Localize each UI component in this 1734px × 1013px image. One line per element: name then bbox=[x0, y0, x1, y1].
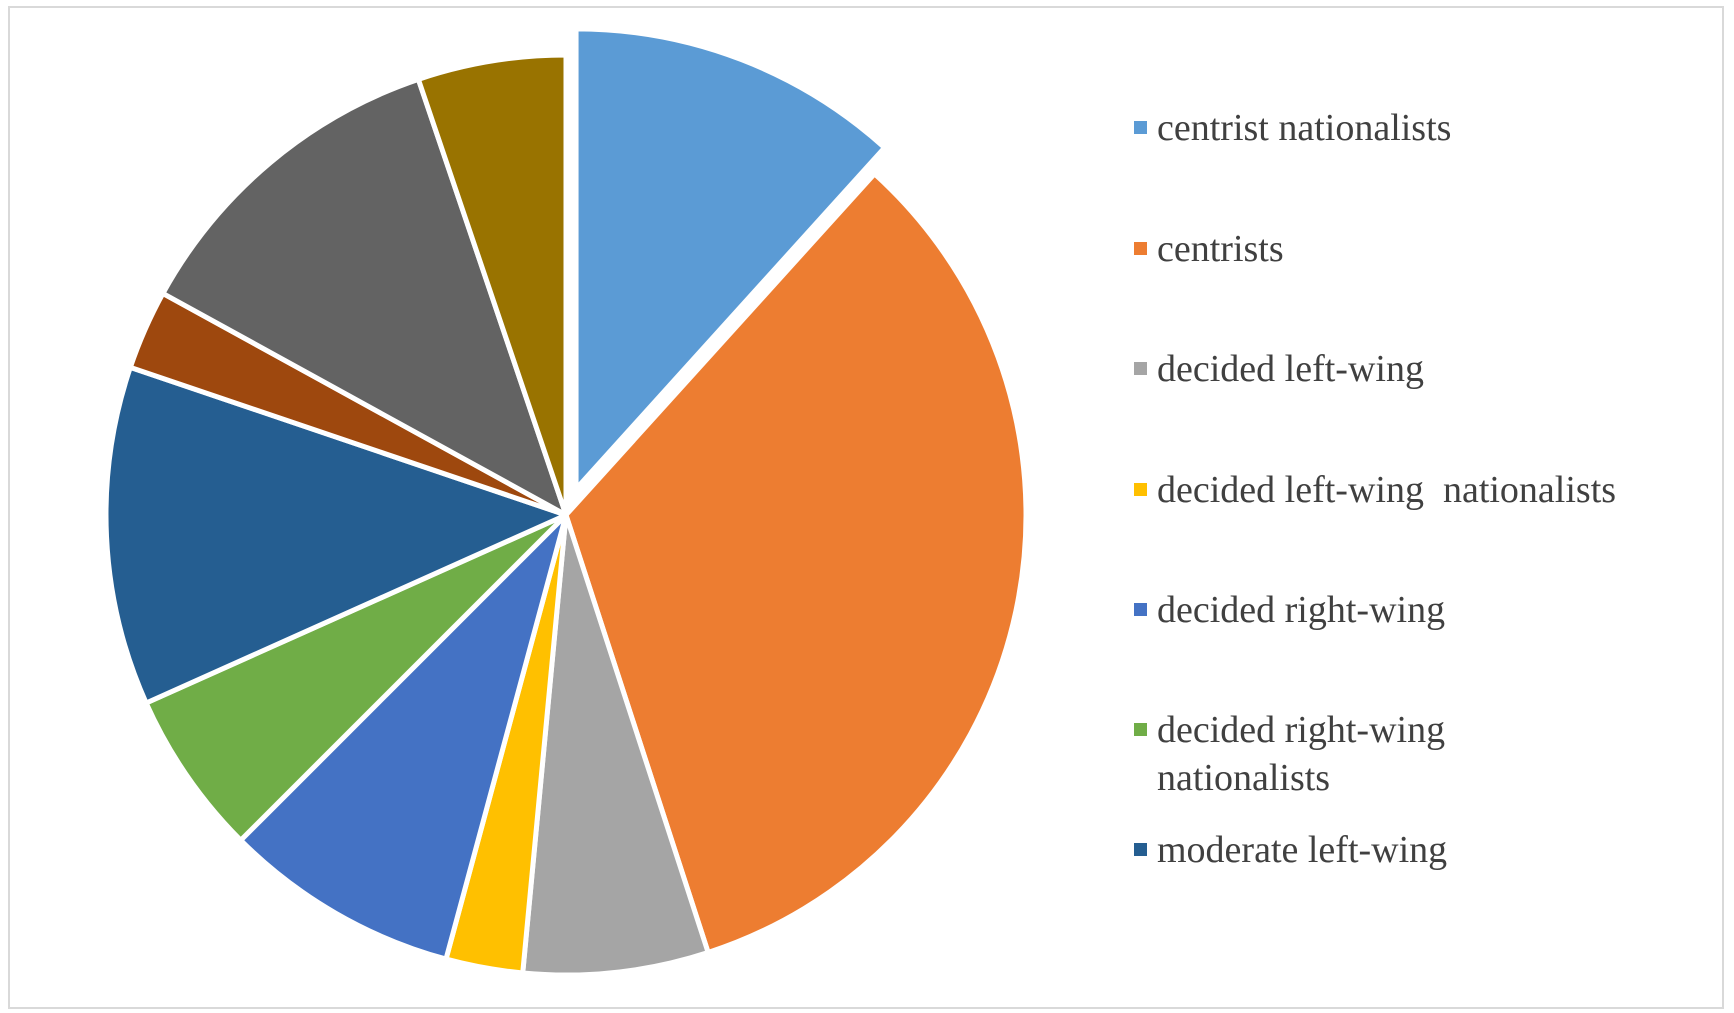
legend-label: centrists bbox=[1157, 228, 1284, 270]
legend-item-decided-right-wing: decided right-wing bbox=[1134, 586, 1445, 634]
legend-swatch bbox=[1134, 362, 1147, 375]
pie-slice-centrists bbox=[563, 171, 1029, 955]
pie-slice-decided-right-wing bbox=[238, 512, 569, 962]
legend-swatch bbox=[1134, 483, 1147, 496]
legend-swatch bbox=[1134, 603, 1147, 616]
pie-slice-decided-left-wing bbox=[520, 512, 711, 978]
pie-slice-unlabeled-9 bbox=[415, 52, 569, 518]
legend-label: centrist nationalists bbox=[1157, 107, 1452, 149]
legend-item-decided-left-wing-nationalists: decided left-wing nationalists bbox=[1134, 466, 1616, 514]
legend-item-centrists: centrists bbox=[1134, 225, 1284, 273]
legend-swatch bbox=[1134, 242, 1147, 255]
pie-slice-decided-right-wing-nationalists bbox=[143, 512, 569, 843]
legend-item-moderate-left-wing: moderate left-wing bbox=[1134, 826, 1447, 874]
legend-label: decided left-wing bbox=[1157, 348, 1424, 390]
legend-label: decided right-wing nationalists bbox=[1157, 709, 1446, 799]
pie-slice-unlabeled-8 bbox=[160, 76, 569, 518]
legend-item-decided-left-wing: decided left-wing bbox=[1134, 345, 1424, 393]
legend-swatch bbox=[1134, 723, 1147, 736]
legend-item-centrist-nationalists: centrist nationalists bbox=[1134, 104, 1451, 152]
legend-label: moderate left-wing bbox=[1157, 829, 1448, 871]
pie-slice-moderate-left-wing bbox=[103, 364, 569, 706]
pie-slice-centrist-nationalists bbox=[573, 26, 888, 492]
legend-item-decided-right-wing-nationalists: decided right-wing nationalists bbox=[1134, 706, 1445, 802]
legend-label: decided right-wing bbox=[1157, 589, 1446, 631]
legend-label: decided left-wing nationalists bbox=[1157, 469, 1617, 511]
legend-swatch bbox=[1134, 843, 1147, 856]
legend-swatch bbox=[1134, 121, 1147, 134]
